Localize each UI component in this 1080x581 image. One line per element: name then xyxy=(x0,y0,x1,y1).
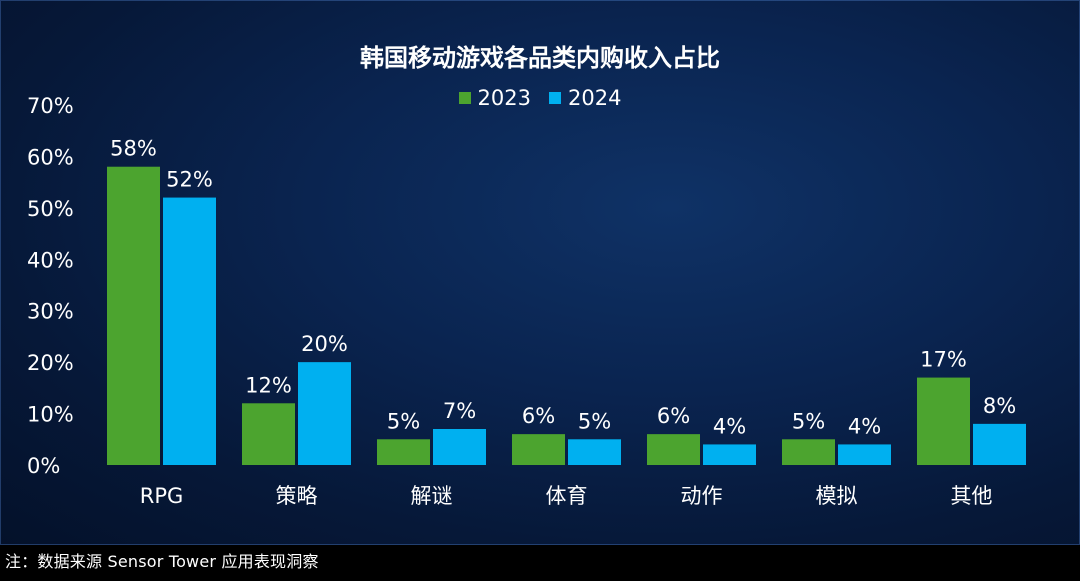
bar-2023-模拟 xyxy=(782,439,835,465)
bar-2024-其他 xyxy=(973,423,1026,465)
legend-swatch-2023 xyxy=(458,92,471,104)
y-tick-label: 70% xyxy=(27,94,74,118)
y-tick-label: 20% xyxy=(27,351,74,375)
data-label: 4% xyxy=(848,414,881,438)
bar-2023-解谜 xyxy=(377,439,430,465)
y-tick-label: 30% xyxy=(27,300,74,324)
bar-2024-策略 xyxy=(298,362,351,465)
x-tick-label: 策略 xyxy=(276,484,318,508)
bar-2024-模拟 xyxy=(838,444,891,465)
legend-item-2023: 2023 xyxy=(458,86,531,110)
bar-2023-体育 xyxy=(512,434,565,465)
bar-2024-体育 xyxy=(568,439,621,465)
chart-title: 韩国移动游戏各品类内购收入占比 xyxy=(360,44,720,72)
data-label: 58% xyxy=(110,137,157,161)
source-footnote: 注：数据来源 Sensor Tower 应用表现洞察 xyxy=(5,552,319,571)
bar-2023-RPG xyxy=(107,166,160,465)
legend-item-2024: 2024 xyxy=(549,86,621,110)
x-tick-label: 模拟 xyxy=(816,484,858,508)
chart-panel: 韩国移动游戏各品类内购收入占比 2023 2024 0% 10% 20% 30% 40%… xyxy=(0,0,1080,545)
bar-2023-其他 xyxy=(917,377,970,465)
bar-2023-策略 xyxy=(242,403,295,465)
data-label: 6% xyxy=(522,404,555,428)
data-label: 20% xyxy=(301,332,348,356)
legend-label-2024: 2024 xyxy=(568,86,622,110)
data-label: 5% xyxy=(387,409,420,433)
data-label: 5% xyxy=(578,409,611,433)
x-tick-label: 动作 xyxy=(681,484,723,508)
y-tick-label: 60% xyxy=(27,145,74,169)
y-tick-label: 40% xyxy=(27,248,74,272)
y-tick-label: 0% xyxy=(27,454,60,478)
data-label: 52% xyxy=(166,168,213,192)
data-label: 12% xyxy=(245,373,292,397)
data-label: 5% xyxy=(792,409,825,433)
x-tick-label: 其他 xyxy=(951,484,993,508)
data-label: 8% xyxy=(983,394,1016,418)
data-label: 7% xyxy=(443,399,476,423)
y-tick-label: 10% xyxy=(27,403,74,427)
bar-2024-解谜 xyxy=(433,429,486,465)
y-tick-label: 50% xyxy=(27,197,74,221)
bar-2024-RPG xyxy=(163,197,216,466)
data-label: 6% xyxy=(657,404,690,428)
bar-chart-svg: 0% 10% 20% 30% 40% 50% 60% 70% 58% 52% RPG 12% 20% 策略… xyxy=(27,94,1026,508)
bar-2024-动作 xyxy=(703,444,756,465)
legend: 2023 2024 xyxy=(0,86,1080,110)
data-label: 17% xyxy=(920,348,967,372)
legend-swatch-2024 xyxy=(549,92,561,104)
x-tick-label: 解谜 xyxy=(411,484,453,508)
legend-label-2023: 2023 xyxy=(477,86,531,110)
data-label: 4% xyxy=(713,414,746,438)
bar-2023-动作 xyxy=(647,434,700,465)
x-tick-label: 体育 xyxy=(546,484,588,508)
x-tick-label: RPG xyxy=(140,484,184,508)
